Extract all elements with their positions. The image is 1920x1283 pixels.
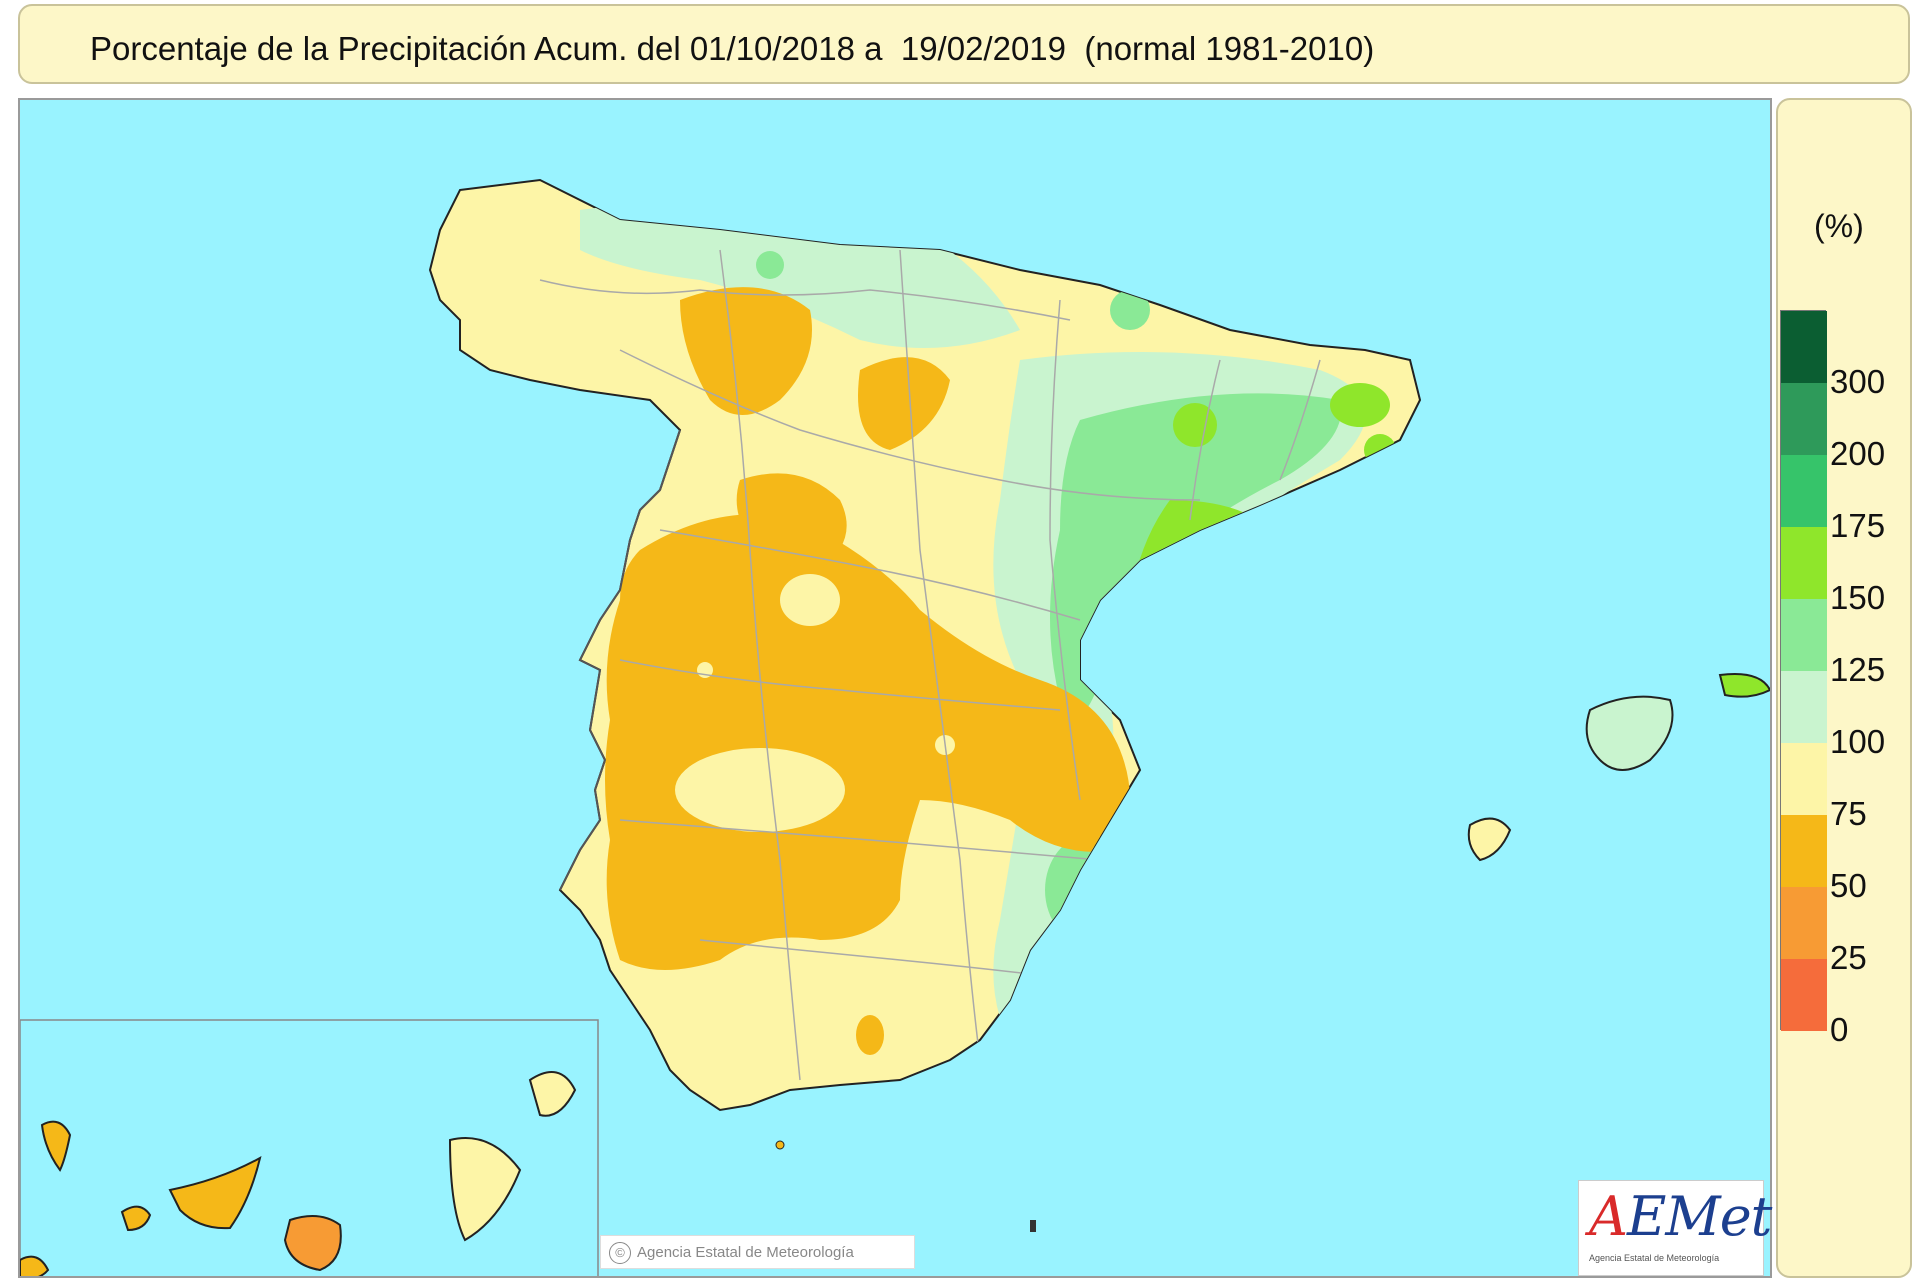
legend-panel: (%) 300 200 175 150 125 100 75 50 25 0 — [1776, 98, 1912, 1278]
map-frame — [18, 98, 1772, 1278]
legend-swatch — [1781, 815, 1827, 887]
legend-label: 150 — [1830, 579, 1886, 616]
zone-50-75-central — [736, 473, 847, 570]
zone-50-75-leon — [680, 287, 812, 415]
legend-swatch — [1781, 743, 1827, 815]
zone-75-100-extremadura — [675, 748, 845, 832]
legend-label: 300 — [1830, 363, 1886, 400]
legend-label: 100 — [1830, 723, 1886, 760]
legend-swatch — [1781, 887, 1827, 959]
zone-150-175-catalonia — [1330, 383, 1390, 427]
legend-label: 175 — [1830, 507, 1886, 544]
zone-50-75-malaga — [1040, 1017, 1100, 1053]
legend-swatch — [1781, 527, 1827, 599]
legend-label: 125 — [1830, 651, 1886, 688]
zone-175-200-valencia — [1180, 528, 1270, 660]
legend-label: 50 — [1830, 867, 1867, 904]
copyright-notice: © Agencia Estatal de Meteorología — [600, 1235, 915, 1269]
balearic-islands — [1467, 673, 1770, 862]
legend-label: 0 — [1830, 1011, 1849, 1048]
zone-50-75-west — [605, 514, 1130, 970]
legend-unit: (%) — [1814, 208, 1864, 244]
zone-200-300-alicante — [1126, 967, 1154, 1023]
legend-swatch — [1781, 599, 1827, 671]
legend-swatch — [1781, 455, 1827, 527]
zone-50-75-granada — [1130, 894, 1190, 1000]
legend-swatch — [1781, 383, 1827, 455]
legend-label: 25 — [1830, 939, 1867, 976]
aemet-logo: AEMet Agencia Estatal de Meteorología — [1578, 1180, 1772, 1276]
aemet-logo-subtitle: Agencia Estatal de Meteorología — [1589, 1253, 1720, 1263]
zone-50-75-cadiz — [856, 1015, 884, 1055]
legend-color-bar — [1780, 310, 1827, 1031]
zone-50-75-burgos — [858, 357, 950, 450]
copyright-icon: © — [609, 1242, 631, 1264]
legend-label: 75 — [1830, 795, 1867, 832]
portugal-border — [559, 429, 681, 891]
copyright-text: Agencia Estatal de Meteorología — [637, 1244, 854, 1261]
zone-75-100-toledo — [780, 574, 840, 626]
legend-swatch — [1781, 311, 1827, 383]
legend-swatch — [1781, 959, 1827, 1031]
precipitation-map — [20, 178, 1770, 1276]
canary-islands — [20, 1071, 577, 1276]
title-bar: Porcentaje de la Precipitación Acum. del… — [18, 4, 1910, 84]
legend-label: 200 — [1830, 435, 1886, 472]
aemet-logo-text: AEMet — [1589, 1185, 1772, 1248]
legend-swatch — [1781, 671, 1827, 743]
zone-125-150-east — [1050, 393, 1342, 716]
map-title: Porcentaje de la Precipitación Acum. del… — [90, 30, 1375, 67]
